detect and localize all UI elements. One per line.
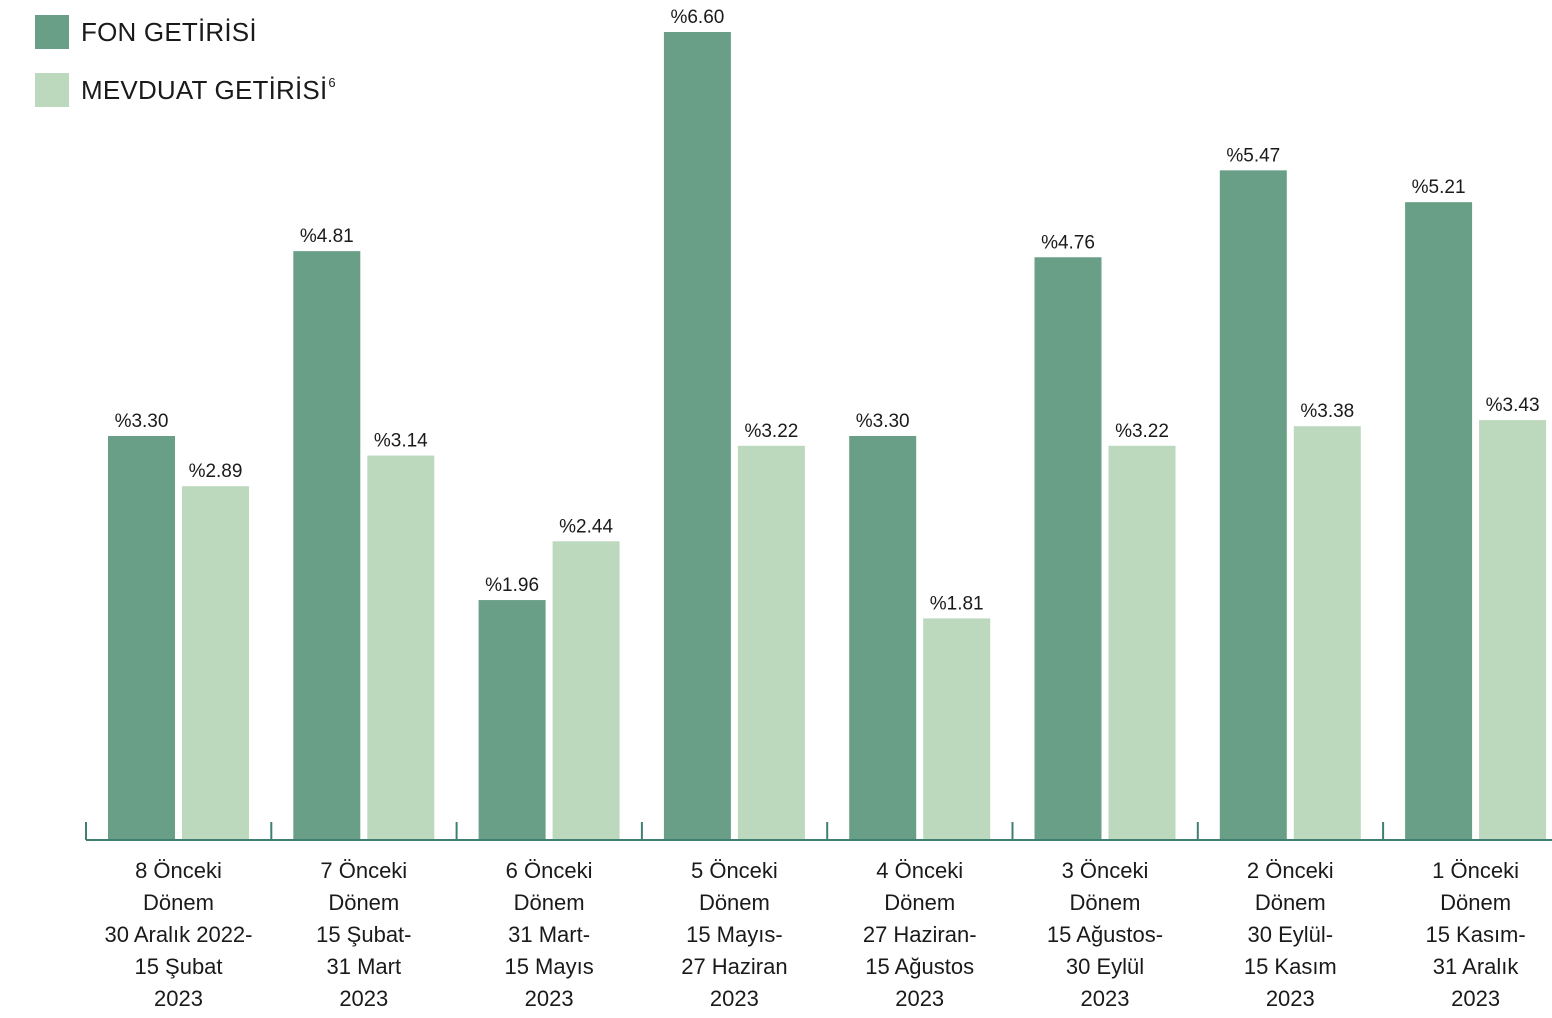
x-tick-label-6: 3 Önceki Dönem 15 Ağustos-30 Eylül 2023 (1047, 858, 1163, 1011)
data-label-mevduat-4: %3.22 (744, 421, 798, 442)
legend-label-mevduat: MEVDUAT GETİRİSİ6 (81, 75, 336, 106)
bar-fon-3 (478, 600, 546, 840)
legend-item-fon: FON GETİRİSİ (35, 14, 336, 50)
bars-group (108, 32, 1547, 841)
bar-mevduat-3 (552, 541, 620, 840)
data-labels: %3.30 %2.89 %4.81 %3.14 %1.96 %2.44 %6.60 %3.22… (115, 7, 1540, 614)
bar-mevduat-4 (737, 445, 805, 840)
legend-footnote-marker: 6 (328, 74, 336, 90)
bar-mevduat-1 (182, 486, 249, 840)
bar-mevduat-8 (1479, 420, 1547, 840)
x-tick-label-1: 8 Önceki Dönem 30 Aralık 2022-15 Şubat 2023 (105, 858, 253, 1011)
bar-fon-7 (1219, 170, 1287, 840)
legend-text-fon: FON GETİRİSİ (81, 16, 257, 47)
legend-item-mevduat: MEVDUAT GETİRİSİ6 (35, 72, 336, 108)
data-label-fon-5: %3.30 (856, 411, 910, 432)
x-tick-labels: 8 Önceki Dönem 30 Aralık 2022-15 Şubat 2023… (105, 858, 1526, 1011)
data-label-mevduat-5: %1.81 (930, 593, 984, 614)
data-label-fon-7: %5.47 (1226, 145, 1280, 166)
data-label-fon-6: %4.76 (1041, 232, 1095, 253)
data-label-fon-8: %5.21 (1412, 177, 1466, 198)
bar-mevduat-7 (1293, 426, 1361, 840)
data-label-mevduat-1: %2.89 (189, 461, 243, 482)
bar-mevduat-5 (923, 618, 991, 840)
bar-fon-2 (293, 251, 361, 840)
bar-fon-4 (663, 32, 731, 840)
data-label-mevduat-6: %3.22 (1115, 421, 1169, 442)
legend-swatch-fon (35, 15, 69, 49)
bar-mevduat-2 (367, 455, 435, 840)
data-label-fon-3: %1.96 (485, 575, 539, 596)
data-label-fon-4: %6.60 (670, 7, 724, 28)
data-label-mevduat-3: %2.44 (559, 516, 613, 537)
x-tick-label-2: 7 Önceki Dönem 15 Şubat-31 Mart 2023 (316, 858, 411, 1011)
x-axis (85, 822, 1552, 841)
bar-fon-1 (108, 436, 175, 840)
legend-label-fon: FON GETİRİSİ (81, 17, 257, 48)
bar-fon-5 (849, 436, 917, 840)
data-label-mevduat-7: %3.38 (1300, 401, 1354, 422)
data-label-mevduat-8: %3.43 (1486, 395, 1540, 416)
legend-swatch-mevduat (35, 73, 69, 107)
bar-fon-6 (1034, 257, 1102, 840)
bar-mevduat-6 (1108, 445, 1176, 840)
x-tick-label-5: 4 Önceki Dönem 27 Haziran-15 Ağustos 2023 (863, 858, 977, 1011)
x-tick-label-3: 6 Önceki Dönem 31 Mart-15 Mayıs 2023 (504, 858, 593, 1011)
x-tick-label-4: 5 Önceki Dönem 15 Mayıs-27 Haziran 2023 (681, 858, 787, 1011)
legend-text-mevduat: MEVDUAT GETİRİSİ (81, 74, 328, 105)
legend: FON GETİRİSİ MEVDUAT GETİRİSİ6 (35, 14, 336, 130)
data-label-mevduat-2: %3.14 (374, 431, 428, 452)
x-tick-label-7: 2 Önceki Dönem 30 Eylül-15 Kasım 2023 (1244, 858, 1337, 1011)
data-label-fon-2: %4.81 (300, 226, 354, 247)
x-tick-label-8: 1 Önceki Dönem 15 Kasım-31 Aralık 2023 (1425, 858, 1525, 1011)
data-label-fon-1: %3.30 (115, 411, 169, 432)
bar-fon-8 (1405, 202, 1473, 841)
